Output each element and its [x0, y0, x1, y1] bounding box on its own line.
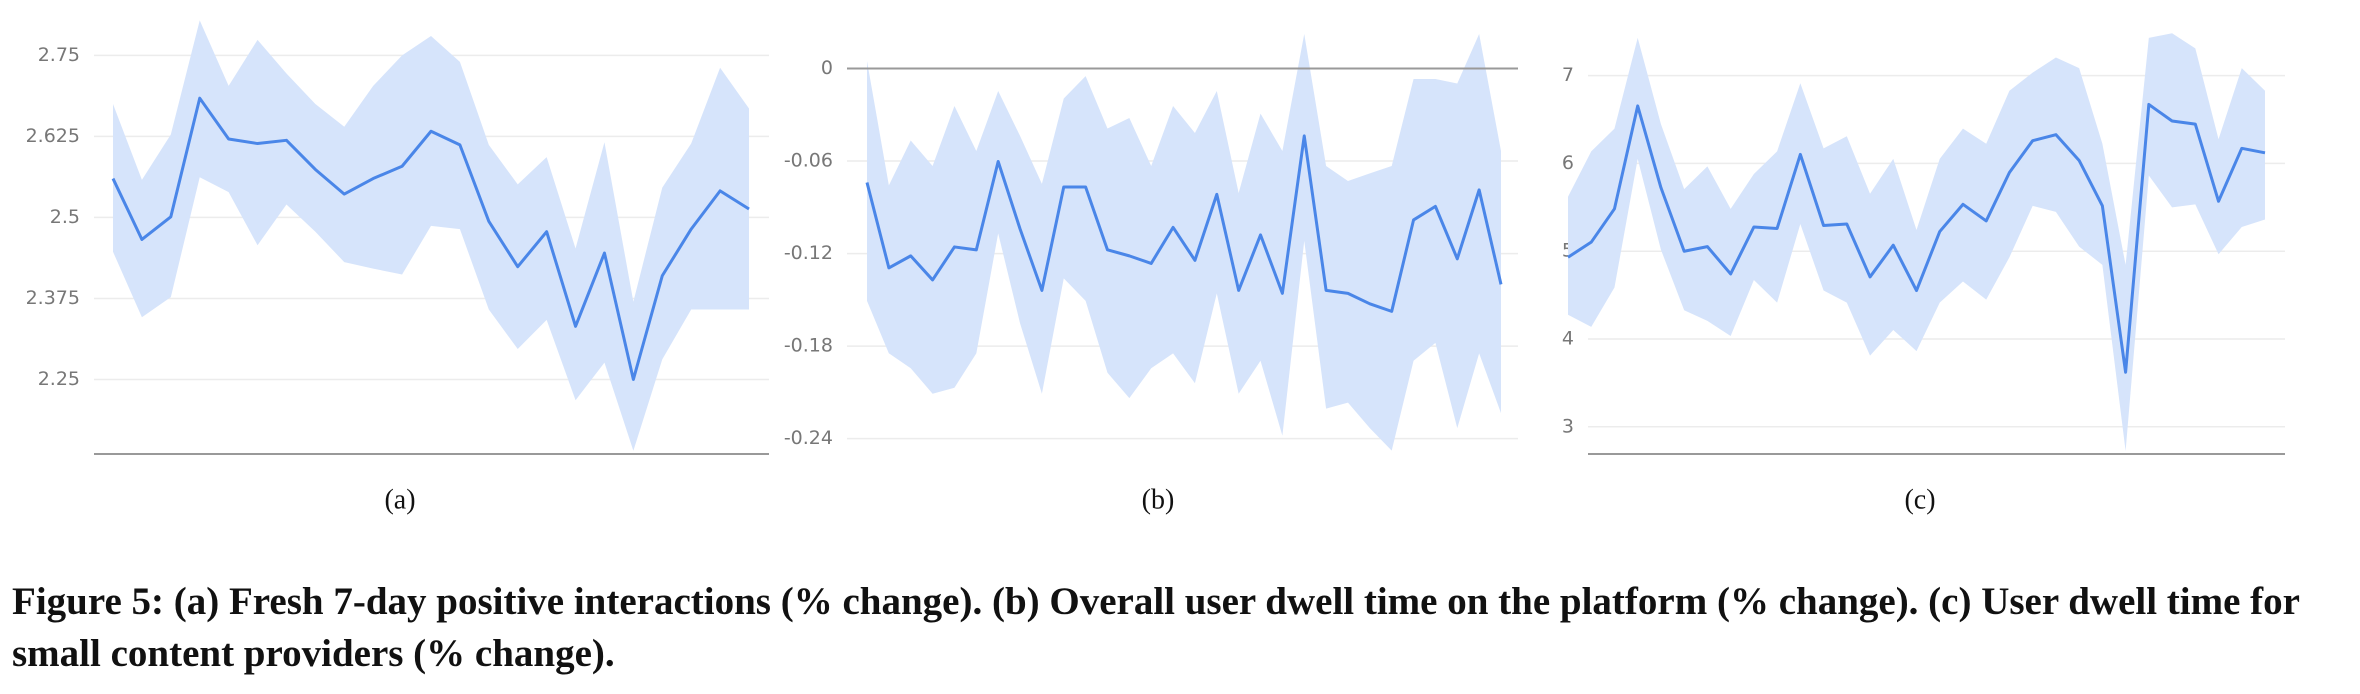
y-tick-label: 2.625	[26, 125, 80, 147]
y-tick-label: 2.375	[26, 287, 80, 309]
line	[111, 96, 750, 381]
y-tick-label: -0.18	[784, 335, 833, 357]
panel-label: (b)	[1142, 484, 1175, 515]
panel-label: (c)	[1904, 484, 1935, 515]
y-tick-label: 6	[1562, 152, 1574, 174]
y-tick-label: 2.25	[38, 368, 80, 390]
y-tick-label: -0.24	[784, 427, 833, 449]
y-tick-label: -0.12	[784, 242, 833, 264]
line	[865, 134, 1503, 313]
confidence-band	[113, 20, 749, 451]
y-tick-label: 2.5	[50, 206, 80, 228]
caption: Figure 5: (a) Fresh 7-day positive inter…	[12, 580, 2300, 675]
y-tick-label: 0	[821, 57, 833, 79]
y-tick-label: 3	[1562, 415, 1574, 437]
y-tick-label: 4	[1562, 328, 1574, 350]
y-tick-label: 7	[1562, 64, 1574, 86]
line	[1567, 102, 2266, 374]
y-tick-label: 2.75	[38, 44, 80, 66]
panel-label: (a)	[384, 484, 415, 515]
confidence-band	[1568, 33, 2265, 452]
figure: 2.25 2.375 2.5 2.625 2.75 (a) -0.24 -0.18 -0.12 -…	[26, 20, 2285, 515]
y-tick-label: -0.06	[784, 150, 833, 172]
